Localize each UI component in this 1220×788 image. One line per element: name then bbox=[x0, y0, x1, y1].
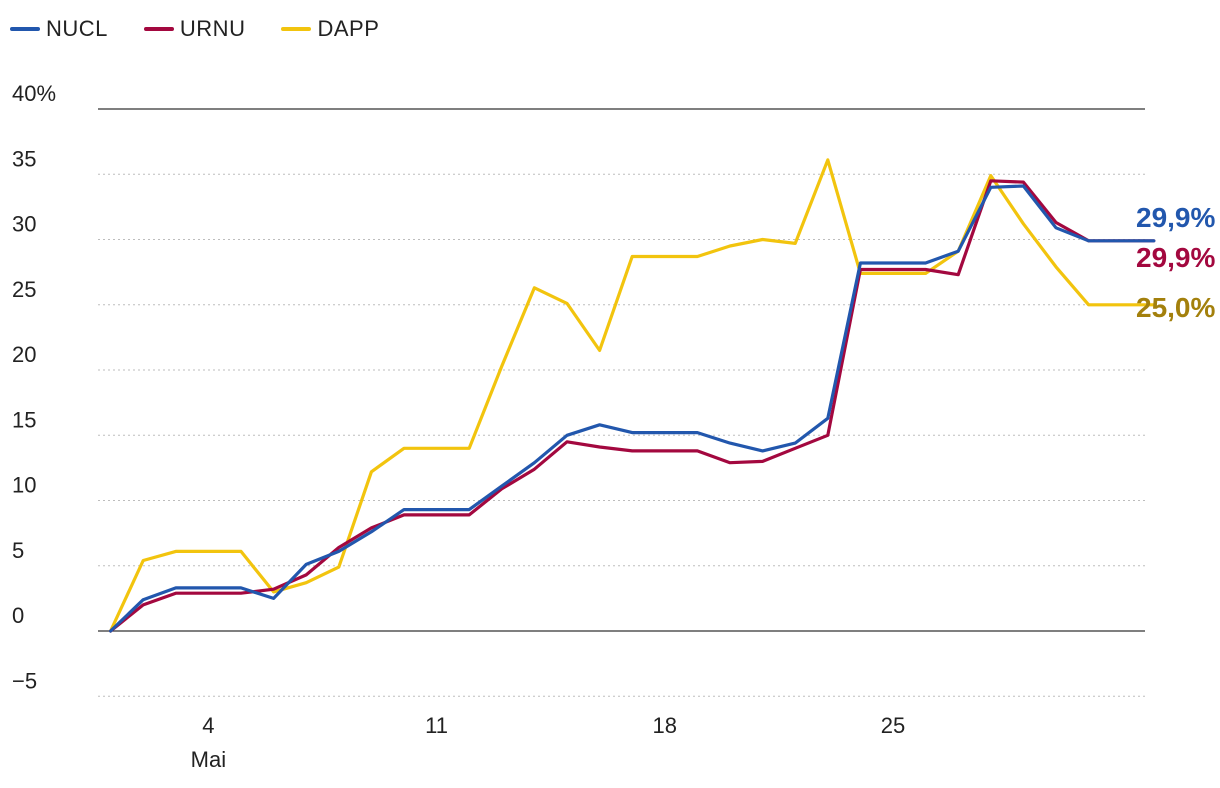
y-tick-label: 5 bbox=[12, 538, 24, 563]
x-tick-label: 25 bbox=[881, 713, 905, 738]
series-line-nucl bbox=[109, 184, 1156, 633]
legend-swatch-urnu bbox=[143, 27, 174, 31]
legend-swatch-dapp bbox=[281, 27, 312, 31]
grid bbox=[98, 108, 1145, 697]
series-line-urnu bbox=[109, 179, 1156, 633]
legend: NUCL URNU DAPP bbox=[10, 16, 379, 42]
legend-label-nucl: NUCL bbox=[46, 16, 108, 41]
legend-swatch-nucl bbox=[10, 27, 40, 31]
end-label-urnu: 29,9% bbox=[1136, 242, 1215, 273]
x-tick-sublabel: Mai bbox=[191, 747, 226, 772]
legend-label-dapp: DAPP bbox=[317, 16, 380, 41]
end-label-dapp: 25,0% bbox=[1136, 292, 1215, 323]
y-tick-label: −5 bbox=[12, 668, 37, 693]
x-tick-label: 11 bbox=[425, 713, 448, 738]
legend-item-nucl[interactable]: NUCL bbox=[10, 16, 108, 42]
legend-item-dapp[interactable]: DAPP bbox=[281, 16, 379, 42]
y-tick-label: 35 bbox=[12, 146, 36, 171]
end-labels: 29,9% 29,9% 25,0% bbox=[1136, 202, 1215, 323]
y-tick-label: 15 bbox=[12, 407, 36, 432]
legend-label-urnu: URNU bbox=[179, 16, 246, 41]
y-tick-label: 10 bbox=[12, 473, 36, 498]
x-tick-label: 18 bbox=[653, 713, 677, 738]
series-lines bbox=[109, 158, 1156, 633]
y-tick-label: 30 bbox=[12, 212, 36, 237]
end-label-nucl: 29,9% bbox=[1136, 202, 1215, 233]
y-tick-label: 25 bbox=[12, 277, 36, 302]
x-axis-ticks: 4 Mai 11 18 25 bbox=[191, 713, 906, 772]
series-line-dapp bbox=[109, 158, 1156, 633]
y-tick-label: 20 bbox=[12, 342, 36, 367]
y-tick-label: 40% bbox=[12, 81, 56, 106]
legend-item-urnu[interactable]: URNU bbox=[143, 16, 246, 42]
y-tick-label: 0 bbox=[12, 603, 24, 628]
x-tick-label: 4 bbox=[202, 713, 214, 738]
y-axis-ticks: −5 0 5 10 15 20 25 30 35 40% bbox=[12, 81, 56, 693]
